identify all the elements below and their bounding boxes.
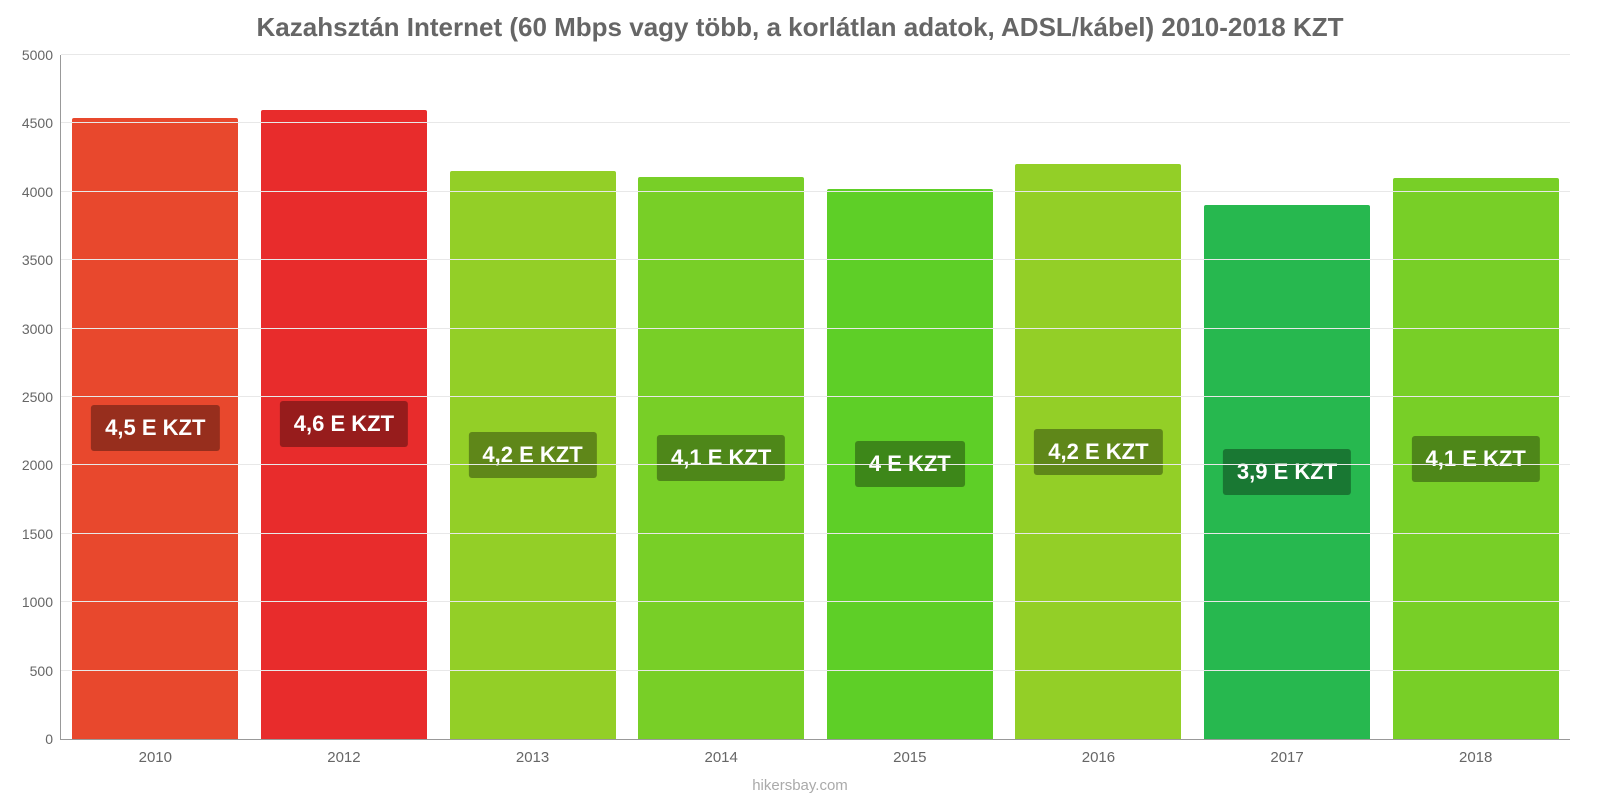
bar: 4,2 E KZT <box>450 171 616 739</box>
chart-title: Kazahsztán Internet (60 Mbps vagy több, … <box>0 0 1600 43</box>
gridline <box>61 670 1570 671</box>
bar: 4,5 E KZT <box>72 118 238 739</box>
y-tick-label: 2000 <box>22 457 61 473</box>
x-tick-label: 2015 <box>893 739 926 766</box>
bar-value-label: 4,2 E KZT <box>1034 429 1162 475</box>
y-tick-label: 2500 <box>22 389 61 405</box>
bar-slot: 4,2 E KZT2013 <box>438 55 627 739</box>
y-tick-label: 1500 <box>22 526 61 542</box>
bar-value-label: 4,1 E KZT <box>657 435 785 481</box>
bar-slot: 4,1 E KZT2014 <box>627 55 816 739</box>
bar: 4,1 E KZT <box>638 177 804 739</box>
bar-slot: 4 E KZT2015 <box>816 55 1005 739</box>
y-tick-label: 1000 <box>22 594 61 610</box>
bar-value-label: 4,5 E KZT <box>91 405 219 451</box>
bar: 4,1 E KZT <box>1393 178 1559 739</box>
y-tick-label: 500 <box>30 663 61 679</box>
bars-container: 4,5 E KZT20104,6 E KZT20124,2 E KZT20134… <box>61 55 1570 739</box>
chart-plot-area: 4,5 E KZT20104,6 E KZT20124,2 E KZT20134… <box>60 55 1570 740</box>
x-tick-label: 2014 <box>705 739 738 766</box>
y-tick-label: 3000 <box>22 321 61 337</box>
x-tick-label: 2017 <box>1270 739 1303 766</box>
x-tick-label: 2013 <box>516 739 549 766</box>
bar-value-label: 4,1 E KZT <box>1412 436 1540 482</box>
bar-slot: 4,2 E KZT2016 <box>1004 55 1193 739</box>
gridline <box>61 396 1570 397</box>
x-tick-label: 2012 <box>327 739 360 766</box>
bar-value-label: 4,6 E KZT <box>280 401 408 447</box>
gridline <box>61 191 1570 192</box>
gridline <box>61 464 1570 465</box>
y-tick-label: 4000 <box>22 184 61 200</box>
bar-slot: 3,9 E KZT2017 <box>1193 55 1382 739</box>
bar: 4,6 E KZT <box>261 110 427 739</box>
gridline <box>61 259 1570 260</box>
bar-slot: 4,1 E KZT2018 <box>1381 55 1570 739</box>
gridline <box>61 54 1570 55</box>
bar-slot: 4,6 E KZT2012 <box>250 55 439 739</box>
y-tick-label: 5000 <box>22 47 61 63</box>
gridline <box>61 328 1570 329</box>
bar-slot: 4,5 E KZT2010 <box>61 55 250 739</box>
y-tick-label: 3500 <box>22 252 61 268</box>
gridline <box>61 122 1570 123</box>
y-tick-label: 0 <box>45 731 61 747</box>
bar: 3,9 E KZT <box>1204 205 1370 739</box>
y-tick-label: 4500 <box>22 115 61 131</box>
gridline <box>61 533 1570 534</box>
attribution-text: hikersbay.com <box>0 777 1600 794</box>
x-tick-label: 2018 <box>1459 739 1492 766</box>
bar-value-label: 4,2 E KZT <box>468 432 596 478</box>
x-tick-label: 2010 <box>139 739 172 766</box>
bar-value-label: 3,9 E KZT <box>1223 449 1351 495</box>
bar: 4,2 E KZT <box>1015 164 1181 739</box>
x-tick-label: 2016 <box>1082 739 1115 766</box>
gridline <box>61 601 1570 602</box>
